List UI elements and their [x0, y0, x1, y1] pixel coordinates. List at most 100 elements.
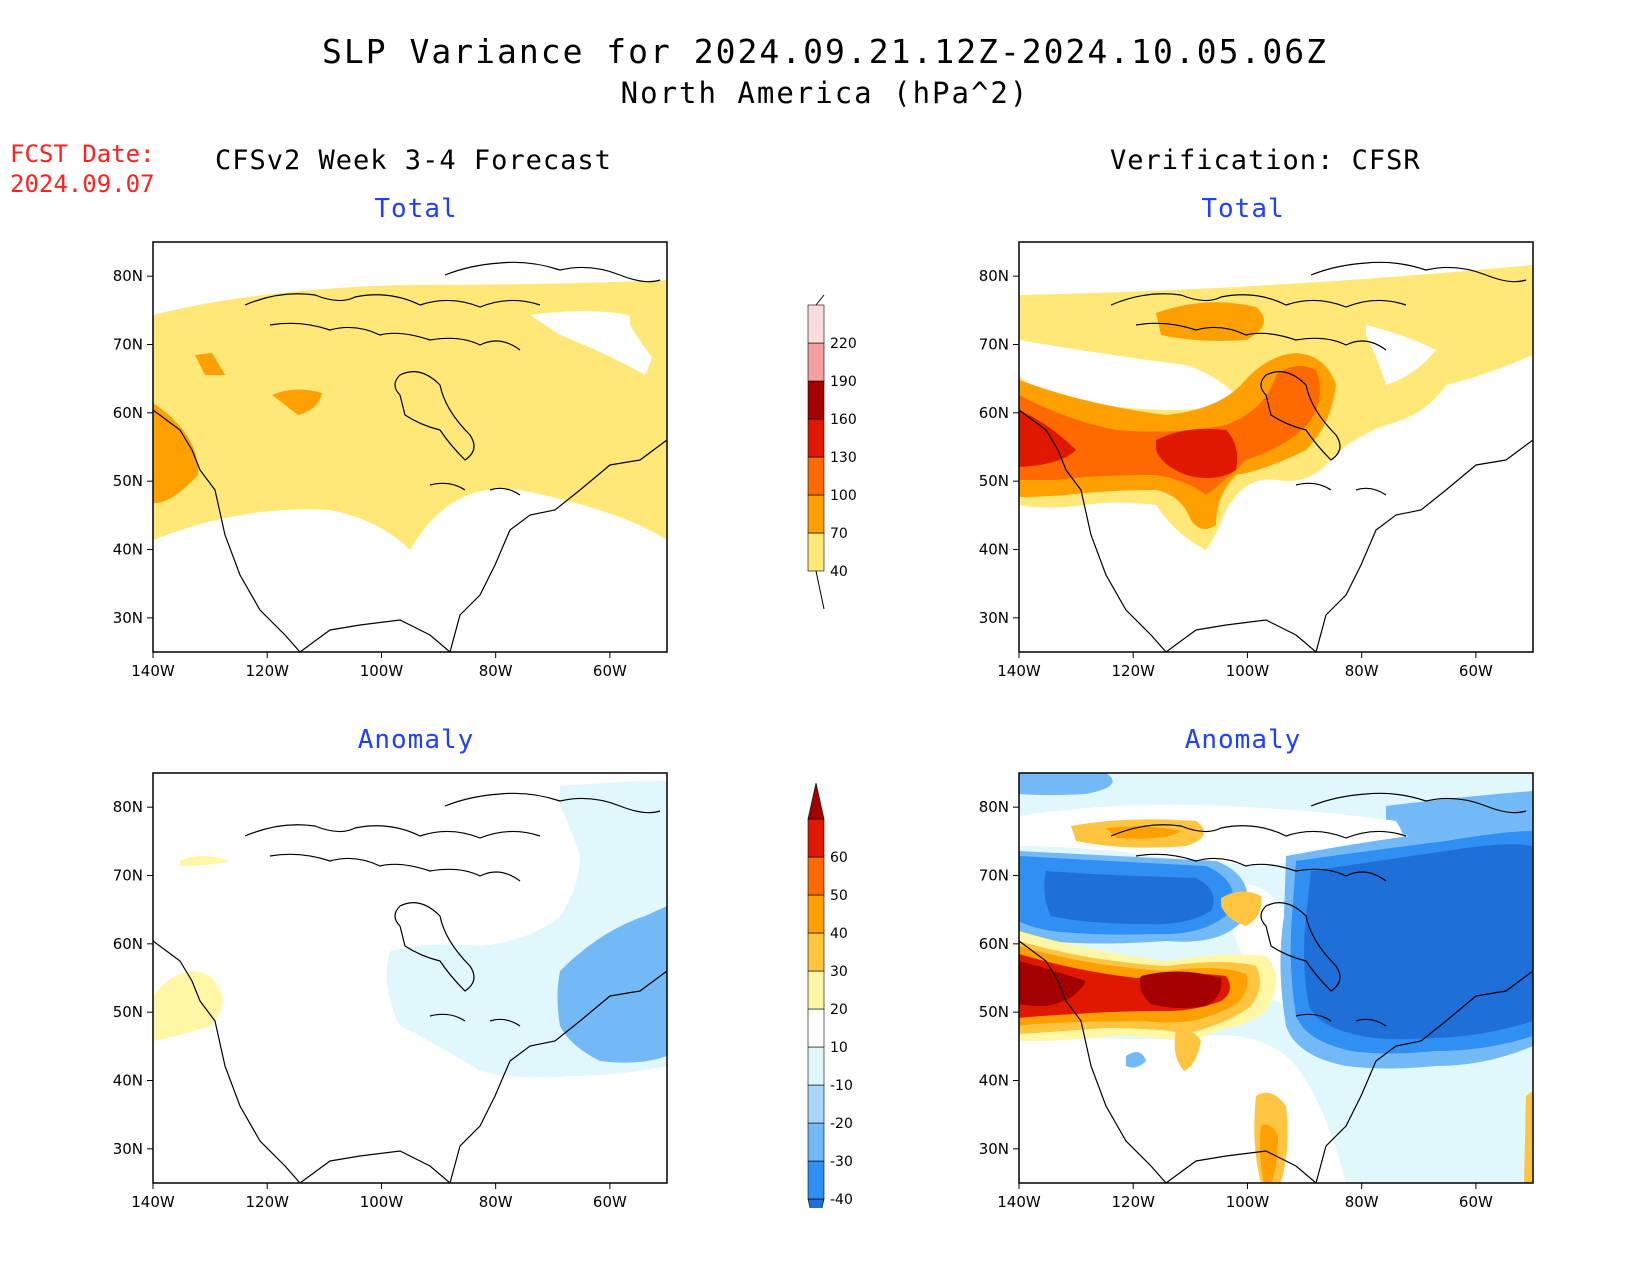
field-clear	[1019, 340, 1236, 410]
colorbar-total-label: 130	[830, 450, 857, 466]
colorbar-anomaly-label: -30	[830, 1154, 853, 1170]
colorbar-anomaly-label: 30	[830, 964, 848, 980]
lat-tick-label: 80N	[113, 798, 143, 816]
colorbar-total-label: 40	[830, 564, 848, 580]
field-40	[630, 285, 667, 375]
verification-column-title: Verification: CFSR	[1110, 145, 1421, 176]
field-20	[1221, 891, 1262, 926]
field-clear	[1019, 804, 1404, 866]
verification-total-title: Total	[1201, 194, 1285, 224]
field-10	[153, 971, 223, 1041]
field-minus40	[1044, 871, 1214, 925]
lon-tick-label: 60W	[593, 662, 627, 680]
lon-tick-label: 120W	[245, 662, 289, 680]
lon-axis: 140W 120W 100W 80W 60W	[997, 652, 1493, 680]
figure-subtitle: North America (hPa^2)	[620, 76, 1030, 110]
lat-tick-label: 50N	[979, 1003, 1009, 1021]
lat-tick-label: 80N	[979, 798, 1009, 816]
lon-tick-label: 60W	[593, 1193, 627, 1211]
lon-axis: 140W 120W 100W 80W 60W	[997, 1183, 1493, 1211]
field-70	[272, 389, 322, 415]
lat-tick-label: 40N	[113, 1072, 143, 1090]
lat-tick-label: 80N	[113, 267, 143, 285]
lat-tick-label: 40N	[979, 1072, 1009, 1090]
coastline	[153, 792, 667, 1183]
colorbar-anomaly-label: -20	[830, 1116, 853, 1132]
colorbar-total-swatch	[807, 456, 825, 496]
coastline	[1019, 792, 1533, 1183]
field-130	[1156, 428, 1238, 479]
colorbar-anomaly-high-arrow	[807, 782, 825, 820]
colorbar-anomaly-swatch	[807, 970, 825, 1010]
field-minus40	[1304, 844, 1533, 1040]
colorbar-anomaly-swatch	[807, 1084, 825, 1124]
field-30	[1106, 826, 1181, 839]
forecast-column-title: CFSv2 Week 3-4 Forecast	[215, 145, 612, 176]
field-70	[195, 353, 225, 375]
lon-tick-label: 60W	[1459, 662, 1493, 680]
lat-axis: 80N 70N 60N 50N 40N 30N	[979, 798, 1019, 1158]
lat-tick-label: 60N	[113, 404, 143, 422]
lon-tick-label: 140W	[997, 1193, 1041, 1211]
colorbar-anomaly-label: 50	[830, 888, 848, 904]
figure-title: SLP Variance for 2024.09.21.12Z-2024.10.…	[322, 32, 1328, 71]
lon-tick-label: 140W	[131, 1193, 175, 1211]
colorbar-anomaly: -40 -30 -20 -10 10 20 30 40 50 60	[807, 782, 853, 1208]
lat-tick-label: 70N	[979, 336, 1009, 354]
lat-tick-label: 30N	[979, 609, 1009, 627]
colorbar-anomaly-swatch	[807, 1122, 825, 1162]
lon-tick-label: 80W	[479, 1193, 513, 1211]
forecast-total-title: Total	[374, 194, 458, 224]
colorbar-total-label: 190	[830, 374, 857, 390]
lat-tick-label: 30N	[113, 609, 143, 627]
colorbar-anomaly-label: 20	[830, 1002, 848, 1018]
colorbar-anomaly-label: 60	[830, 850, 848, 866]
colorbar-total-label: 220	[830, 336, 857, 352]
field-minus20	[1126, 1052, 1146, 1068]
lon-axis: 140W 120W 100W 80W 60W	[131, 1183, 627, 1211]
colorbar-total-swatch	[807, 418, 825, 458]
lon-tick-label: 100W	[360, 662, 404, 680]
field-60	[1019, 961, 1086, 1006]
lat-tick-label: 70N	[113, 867, 143, 885]
colorbar-total-swatch	[807, 342, 825, 382]
field-minus20	[557, 906, 667, 1063]
colorbar-anomaly-swatch	[807, 894, 825, 934]
lat-tick-label: 80N	[979, 267, 1009, 285]
lon-tick-label: 120W	[245, 1193, 289, 1211]
colorbar-anomaly-swatch	[807, 932, 825, 972]
lat-tick-label: 30N	[113, 1140, 143, 1158]
lat-tick-label: 60N	[979, 935, 1009, 953]
field-70	[153, 403, 199, 504]
colorbar-total: 40 70 100 130 160 190 220	[807, 294, 857, 610]
field-40	[153, 280, 667, 550]
lon-tick-label: 80W	[479, 662, 513, 680]
colorbar-anomaly-swatch	[807, 1160, 825, 1200]
field-130	[1019, 410, 1076, 467]
field-40	[1521, 270, 1533, 315]
colorbar-total-label: 70	[830, 526, 848, 542]
colorbar-total-swatch	[807, 380, 825, 420]
colorbar-anomaly-label: -40	[830, 1192, 853, 1208]
colorbar-anomaly-label: 10	[830, 1040, 848, 1056]
lon-tick-label: 60W	[1459, 1193, 1493, 1211]
field-100	[1019, 366, 1320, 495]
field-10	[180, 856, 230, 866]
field-20	[1524, 1091, 1533, 1183]
lat-tick-label: 70N	[979, 867, 1009, 885]
lat-tick-label: 50N	[979, 472, 1009, 490]
fcst-date-label: FCST Date:	[10, 140, 155, 168]
lon-tick-label: 80W	[1345, 1193, 1379, 1211]
lat-tick-label: 50N	[113, 472, 143, 490]
colorbar-anomaly-label: 40	[830, 926, 848, 942]
colorbar-total-swatch	[807, 304, 825, 344]
forecast-anomaly-title: Anomaly	[357, 725, 475, 755]
colorbar-total-swatch	[807, 494, 825, 534]
field-20	[1174, 1029, 1201, 1071]
lon-tick-label: 140W	[997, 662, 1041, 680]
lat-tick-label: 40N	[113, 541, 143, 559]
coastline	[1019, 261, 1533, 652]
colorbar-anomaly-swatch	[807, 856, 825, 896]
lon-tick-label: 100W	[1226, 662, 1270, 680]
field-minus20	[1019, 773, 1113, 795]
